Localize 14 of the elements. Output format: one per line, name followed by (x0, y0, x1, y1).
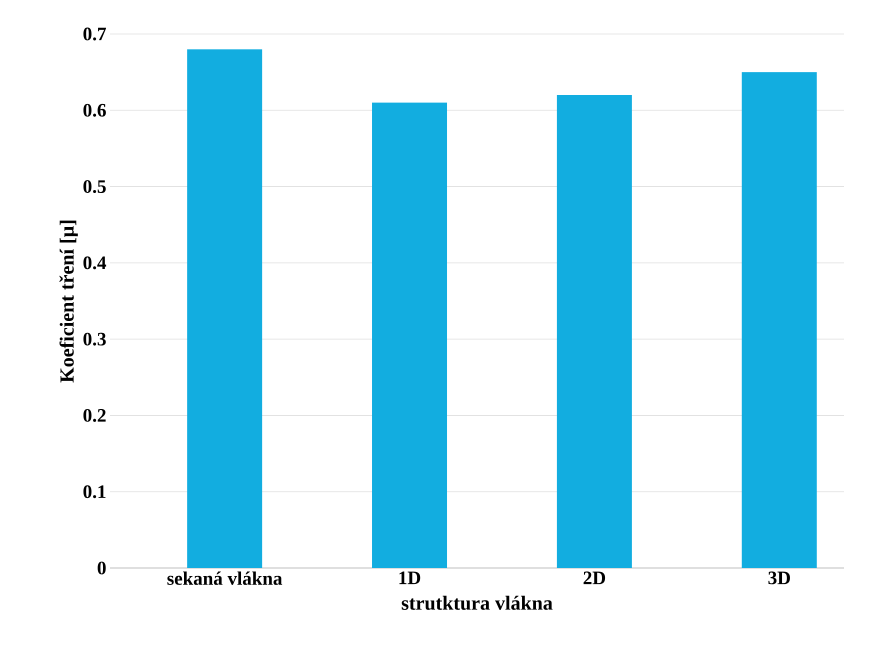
y-tick-label: 0.4 (83, 256, 106, 270)
y-axis-title: Koeficient tření [µ] (59, 220, 78, 382)
x-axis-title: strutktura vlákna (402, 596, 553, 610)
y-tick-label: 0.2 (83, 408, 106, 422)
y-tick-label: 0.6 (83, 104, 106, 117)
x-tick-label: 1D (399, 572, 420, 584)
y-tick-label: 0.1 (83, 485, 106, 498)
y-tick-label: 0.7 (83, 28, 106, 40)
y-tick-label: 0.3 (83, 332, 106, 346)
x-tick-label: 2D (584, 572, 606, 584)
y-tick-label: 0 (98, 562, 106, 574)
x-tick-label: sekaná vlákna (167, 572, 282, 585)
x-tick-label: 3D (768, 572, 790, 584)
y-tick-label: 0.5 (83, 180, 106, 194)
